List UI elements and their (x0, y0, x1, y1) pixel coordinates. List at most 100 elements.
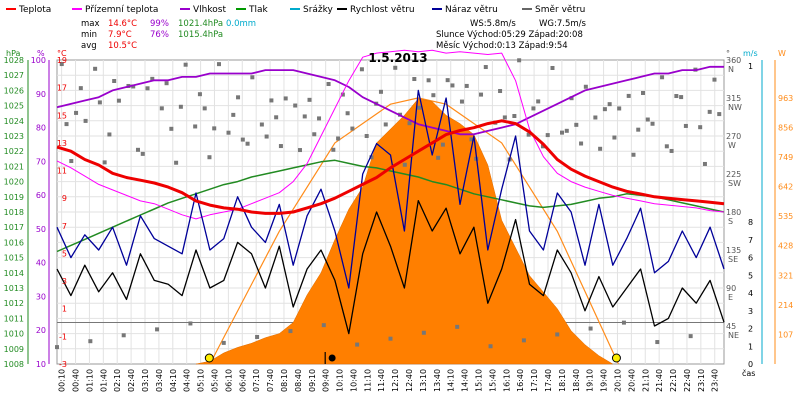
wind-direction-point (59, 62, 64, 67)
axis-unit: % (37, 49, 45, 58)
x-tick-label: 20:10 (613, 369, 622, 392)
humidity-tick: 30 (36, 292, 46, 301)
legend-label: Rychlost větru (350, 5, 415, 15)
wind-direction-point (364, 133, 369, 138)
x-tick-label: 17:40 (544, 369, 553, 392)
wind-speed-tick: 5 (748, 271, 753, 280)
x-tick-label: 01:40 (99, 369, 108, 392)
wind-direction-point (445, 78, 450, 83)
wind-direction-point (159, 106, 164, 111)
wind-direction-point (288, 329, 293, 334)
x-tick-label: 05:10 (197, 369, 206, 392)
direction-tick-label: SE (728, 255, 738, 264)
wind-direction-point (569, 96, 574, 101)
temperature-tick: 11 (57, 167, 67, 176)
wind-direction-point (479, 92, 484, 97)
wind-direction-point (621, 320, 626, 325)
wind-direction-point (69, 159, 74, 164)
stat-value: 0.0mm (226, 19, 256, 29)
wind-direction-point (202, 106, 207, 111)
x-tick-label: 10:10 (336, 369, 345, 392)
solar-unit: W (778, 49, 786, 58)
wind-direction-point (83, 118, 88, 123)
x-tick-label: 11:10 (363, 369, 372, 392)
wind-direction-point (97, 100, 102, 105)
wind-direction-point (436, 155, 441, 160)
solar-tick: 856 (778, 123, 793, 132)
direction-tick-label: N (728, 65, 734, 74)
wind-direction-point (617, 106, 622, 111)
pressure-tick: 1012 (4, 299, 24, 308)
direction-tick: 135 (726, 246, 741, 255)
wind-direction-point (583, 84, 588, 89)
x-tick-label: 04:40 (183, 369, 192, 392)
wind-speed-tick: 1 (748, 62, 753, 71)
temperature-tick: 7 (62, 222, 67, 231)
wind-direction-point (226, 130, 231, 135)
stat-value: 10.5°C (108, 41, 137, 51)
solar-tick: 214 (778, 301, 793, 310)
wind-direction-point (664, 144, 669, 149)
x-tick-label: 14:10 (447, 369, 456, 392)
direction-tick: 360 (726, 56, 741, 65)
wind-direction-point (402, 162, 407, 167)
direction-tick: 225 (726, 170, 741, 179)
wind-direction-point (688, 334, 693, 339)
pressure-tick: 1008 (4, 360, 24, 369)
pressure-tick: 1020 (4, 178, 24, 187)
wind-gust-stat: WG:7.5m/s (539, 19, 587, 29)
wind-direction-point (555, 332, 560, 337)
pressure-tick: 1021 (4, 162, 24, 171)
wind-direction-point (579, 141, 584, 146)
wind-direction-point (183, 62, 188, 67)
x-tick-label: 02:40 (127, 369, 136, 392)
temperature-tick: 1 (62, 305, 67, 314)
x-tick-label: 18:10 (558, 369, 567, 392)
wind-direction-point (431, 93, 436, 98)
wind-direction-point (712, 77, 717, 82)
wind-direction-point (512, 114, 517, 119)
wind-direction-point (274, 115, 279, 120)
pressure-tick: 1019 (4, 193, 24, 202)
wind-direction-point (350, 126, 355, 131)
pressure-tick: 1013 (4, 284, 24, 293)
wind-direction-point (302, 114, 307, 119)
x-tick-label: 01:10 (85, 369, 94, 392)
wind-direction-point (531, 106, 536, 111)
wind-direction-series (55, 58, 722, 350)
wind-direction-point (450, 83, 455, 88)
wind-direction-point (131, 84, 136, 89)
direction-tick-label: NE (728, 331, 739, 340)
axis-unit: hPa (6, 49, 21, 58)
x-tick-label: 23:10 (697, 369, 706, 392)
pressure-tick: 1028 (4, 56, 24, 65)
moon-marker (328, 354, 336, 362)
temperature-tick: -3 (59, 360, 67, 369)
wind-direction-point (540, 144, 545, 149)
wind-direction-point (207, 155, 212, 160)
wind-direction-point (598, 146, 603, 151)
wind-direction-point (483, 65, 488, 70)
wind-direction-point (321, 323, 326, 328)
axes: 00:10 00:40 01:10 01:40 02:10 02:40 03:10 03:40… (4, 49, 794, 392)
x-axis-label: čas (742, 368, 755, 378)
humidity-tick: 50 (36, 225, 46, 234)
humidity-line (56, 65, 724, 136)
direction-unit: ° (726, 49, 730, 58)
x-tick-label: 23:40 (711, 369, 720, 392)
direction-tick-label: SW (728, 179, 741, 188)
x-tick-label: 14:40 (461, 369, 470, 392)
stat-value: 14.6°C (108, 19, 137, 29)
x-tick-label: 13:40 (433, 369, 442, 392)
x-tick-label: 07:40 (266, 369, 275, 392)
wind-direction-point (593, 115, 598, 120)
x-tick-label: 02:10 (113, 369, 122, 392)
wind-direction-point (631, 152, 636, 157)
wind-speed-tick: 6 (748, 254, 753, 263)
wind-direction-point (359, 67, 364, 72)
legend-label: Náraz větru (445, 5, 498, 15)
pressure-tick: 1014 (4, 269, 24, 278)
x-tick-label: 08:40 (294, 369, 303, 392)
wind-direction-point (417, 105, 422, 110)
